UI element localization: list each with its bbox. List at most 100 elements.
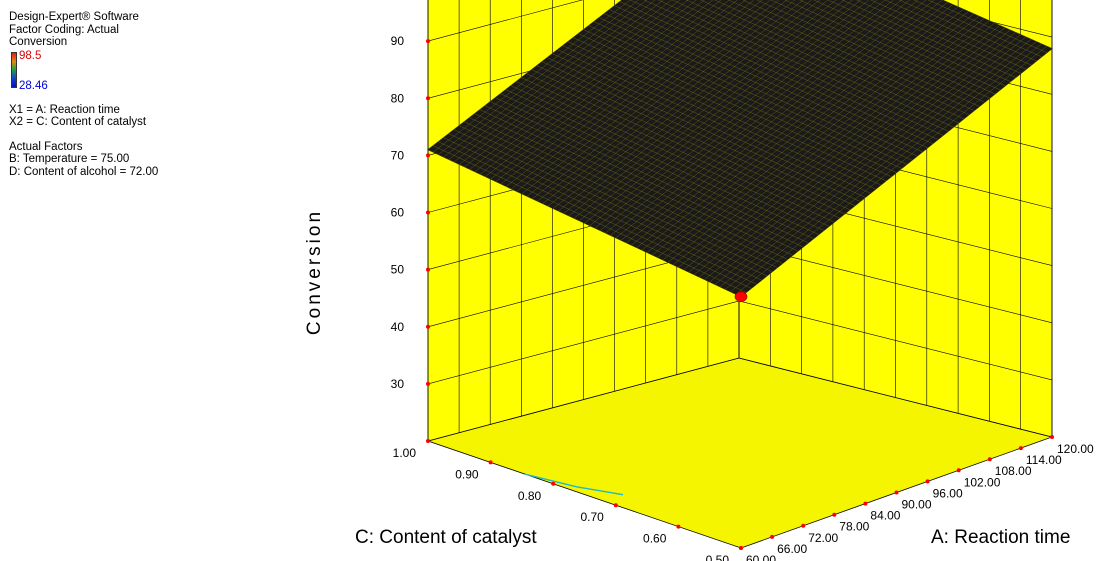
surface-mesh-line (856, 0, 1021, 74)
y-tick-label: 1.00 (393, 446, 417, 460)
x-tick-marker (956, 468, 961, 473)
y-tick-marker (426, 439, 430, 443)
surface-mesh-line (474, 0, 697, 172)
y-tick-marker (551, 481, 556, 486)
x-tick-marker (894, 490, 899, 495)
response-name: Conversion (9, 36, 68, 48)
surface-mesh-line (506, 0, 746, 187)
y-tick-label: 0.90 (455, 467, 479, 481)
x-tick-label: 84.00 (870, 509, 900, 523)
y-tick-label: 0.80 (518, 489, 542, 503)
surface-mesh-line (490, 0, 722, 180)
z-axis-label: Conversion (304, 209, 325, 335)
y-tick-marker (676, 524, 681, 529)
surface-mesh-line (469, 0, 689, 170)
x2-definition: X2 = C: Content of catalyst (9, 116, 147, 128)
surface-mesh-line (799, 0, 1001, 91)
y-tick-label: 0.50 (706, 553, 730, 561)
surface-mesh-line (841, 0, 1016, 78)
legend-min-value: 28.46 (19, 79, 48, 92)
y-tick-label: 0.70 (580, 510, 604, 524)
z-tick-marker (426, 324, 430, 329)
floor-contour (524, 473, 624, 496)
surface-mesh-line (927, 0, 1047, 53)
design-points (734, 291, 748, 302)
surface-mesh-line (459, 0, 672, 165)
x-tick-label: 66.00 (777, 542, 807, 556)
surface-mesh-line (500, 0, 738, 185)
actual-factors-heading: Actual Factors (9, 140, 83, 153)
x-tick-marker (801, 523, 806, 528)
x-tick-label: 102.00 (964, 475, 1001, 489)
x-tick-label: 108.00 (995, 464, 1032, 478)
z-tick-label: 70 (391, 148, 405, 162)
z-tick-label: 50 (391, 263, 405, 277)
y-axis-label: C: Content of catalyst (355, 527, 537, 548)
z-tick-label: 40 (391, 320, 405, 334)
surface-mesh-line (427, 0, 623, 150)
x-tick-marker (987, 457, 992, 462)
x-tick-label: 114.00 (1026, 453, 1062, 467)
surface-mesh-line (770, 0, 990, 99)
x-tick-marker (1018, 446, 1023, 451)
factor-coding: Factor Coding: Actual (9, 23, 119, 36)
z-tick-label: 90 (391, 34, 405, 48)
legend-max-value: 98.5 (19, 49, 42, 62)
color-legend: 98.5 28.46 (9, 50, 158, 92)
x-tick-label: 78.00 (839, 520, 869, 534)
y-tick-marker (739, 546, 743, 550)
z-tick-marker (426, 96, 430, 101)
surface-mesh-line (870, 0, 1027, 70)
axis-ticks: 3040506070809010060.0066.0072.0078.0084.… (391, 34, 1094, 561)
surface-mesh-line (714, 0, 970, 115)
z-tick-label: 30 (391, 377, 405, 391)
y-tick-label: 0.60 (643, 532, 667, 546)
surface-mesh-line (433, 0, 631, 153)
surface-mesh-line (516, 0, 763, 192)
surface-mesh-line (913, 0, 1042, 57)
factor-temperature: B: Temperature = 75.00 (9, 153, 130, 165)
info-panel: Design-Expert® Software Factor Coding: A… (9, 11, 158, 178)
z-tick-marker (426, 153, 430, 158)
z-tick-marker (426, 381, 430, 386)
surface-mesh-line (532, 0, 788, 199)
surface-mesh-line (827, 0, 1011, 82)
factor-alcohol: D: Content of alcohol = 72.00 (9, 165, 159, 178)
surface-mesh-line (453, 0, 664, 163)
x-tick-marker (925, 479, 930, 484)
surface-mesh-line (899, 0, 1037, 62)
surface-mesh-line (443, 0, 647, 158)
x-axis-label: A: Reaction time (931, 527, 1070, 548)
x-tick-label: 60.00 (746, 553, 776, 561)
surface-mesh-line (480, 0, 705, 175)
surface-mesh-line (485, 0, 714, 177)
x-tick-label: 90.00 (902, 498, 932, 512)
design-point (734, 291, 748, 302)
y-tick-marker (613, 503, 618, 508)
color-scale-bar (11, 51, 17, 88)
surface-mesh-line (784, 0, 996, 95)
x-tick-marker (832, 512, 837, 517)
x-tick-marker (1050, 435, 1054, 439)
surface-mesh-line (521, 0, 771, 194)
surface-mesh-line (728, 0, 975, 111)
surface-mesh-line (495, 0, 730, 182)
x1-definition: X1 = A: Reaction time (9, 103, 120, 116)
surface-mesh-line (438, 0, 639, 155)
surface-mesh-line (511, 0, 755, 189)
contour-line (524, 473, 624, 496)
z-tick-label: 60 (391, 206, 405, 220)
surface-mesh-line (884, 0, 1032, 66)
surface-mesh-line (756, 0, 985, 103)
z-tick-label: 80 (391, 91, 405, 105)
surface-mesh-line (527, 0, 779, 197)
x-tick-label: 96.00 (933, 486, 963, 500)
x-tick-label: 72.00 (808, 531, 838, 545)
z-tick-marker (426, 210, 430, 215)
surface-mesh-line (813, 0, 1006, 86)
surface-mesh-line (742, 0, 980, 107)
surface-mesh-line (942, 0, 1053, 49)
surface-mesh-line (464, 0, 681, 167)
x-tick-label: 120.00 (1057, 442, 1094, 456)
